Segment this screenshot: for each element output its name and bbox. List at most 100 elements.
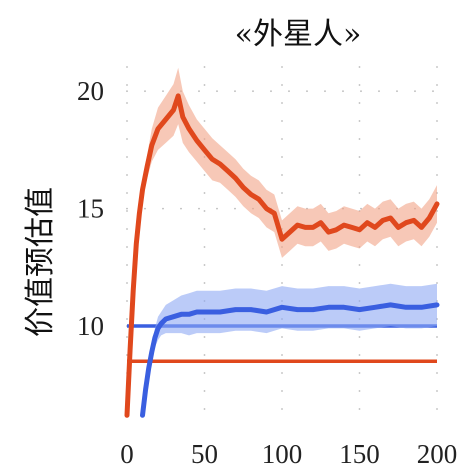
grid-dot bbox=[203, 84, 206, 86]
grid-dot bbox=[281, 354, 283, 356]
grid-dot bbox=[360, 207, 362, 210]
grid-dot bbox=[203, 246, 206, 248]
grid-dot bbox=[126, 336, 128, 338]
grid-dot bbox=[358, 390, 361, 392]
grid-dot bbox=[203, 408, 206, 410]
grid-dot bbox=[436, 264, 438, 266]
grid-dot bbox=[306, 90, 308, 93]
grid-dot bbox=[126, 300, 128, 302]
grid-dot bbox=[288, 207, 290, 210]
grid-dot bbox=[203, 102, 206, 104]
series-line-1 bbox=[124, 93, 440, 418]
grid-dot bbox=[144, 207, 146, 210]
grid-dot bbox=[126, 246, 128, 248]
grid-dot bbox=[358, 408, 361, 410]
grid-dot bbox=[358, 66, 361, 68]
grid-dot bbox=[324, 90, 326, 93]
grid-dot bbox=[198, 207, 200, 210]
grid-dot bbox=[281, 138, 283, 140]
grid-dot bbox=[358, 264, 361, 266]
grid-dot bbox=[358, 192, 361, 194]
grid-dot bbox=[436, 84, 438, 86]
grid-dot bbox=[198, 90, 200, 93]
x-tick-label: 100 bbox=[262, 439, 303, 469]
grid-dot bbox=[126, 318, 128, 320]
grid-dot bbox=[281, 102, 283, 104]
grid-dot bbox=[281, 174, 283, 176]
grid-dot bbox=[436, 354, 438, 356]
grid-dot bbox=[144, 90, 146, 93]
grid-dot bbox=[126, 174, 128, 176]
y-tick-label: 10 bbox=[77, 311, 104, 341]
grid-dot bbox=[281, 390, 283, 392]
grid-dot bbox=[281, 120, 283, 122]
grid-dot bbox=[358, 102, 361, 104]
grid-dot bbox=[203, 390, 206, 392]
series-line-2 bbox=[140, 302, 440, 418]
grid-dot bbox=[203, 210, 206, 212]
grid-dot bbox=[281, 336, 283, 338]
grid-dot bbox=[162, 90, 164, 93]
grid-dot bbox=[436, 156, 438, 158]
grid-dot bbox=[126, 156, 128, 158]
grid-dot bbox=[203, 120, 206, 122]
grid-dot bbox=[358, 282, 361, 284]
grid-dot bbox=[216, 90, 218, 93]
grid-dot bbox=[358, 138, 361, 140]
grid-dot bbox=[281, 84, 283, 86]
grid-dot bbox=[436, 390, 438, 392]
grid-dot bbox=[203, 354, 206, 356]
ticks: 0 50 100 150 200 10 15 20 bbox=[77, 76, 457, 469]
x-tick-label: 50 bbox=[191, 439, 218, 469]
grid-dot bbox=[288, 90, 290, 93]
grid-dot bbox=[281, 210, 283, 212]
grid-dot bbox=[414, 90, 416, 93]
chart-title: «外星人» bbox=[235, 17, 362, 52]
grid-dot bbox=[436, 282, 438, 284]
grid-dot bbox=[203, 66, 206, 68]
grid-dot bbox=[234, 90, 236, 93]
grid-dot bbox=[281, 156, 283, 158]
y-tick-label: 20 bbox=[77, 76, 104, 106]
grid-dot bbox=[203, 264, 206, 266]
grid-dot bbox=[162, 207, 164, 210]
grid-dot bbox=[126, 84, 128, 86]
grid-dot bbox=[126, 138, 128, 140]
grid-dot bbox=[126, 210, 128, 212]
grid-dot bbox=[342, 90, 344, 93]
x-tick-label: 0 bbox=[120, 439, 134, 469]
grid-dot bbox=[203, 192, 206, 194]
grid-dot bbox=[436, 372, 438, 374]
grid-dot bbox=[436, 246, 438, 248]
grid-dot bbox=[436, 102, 438, 104]
grid-dot bbox=[436, 336, 438, 338]
grid-dot bbox=[396, 90, 398, 93]
grid-dot bbox=[281, 282, 283, 284]
grid-dot bbox=[436, 138, 438, 140]
grid-dot bbox=[358, 372, 361, 374]
grid-dot bbox=[358, 174, 361, 176]
grid-dot bbox=[126, 66, 128, 68]
grid-dot bbox=[436, 408, 438, 410]
grid-dot bbox=[216, 207, 218, 210]
grid-dot bbox=[203, 174, 206, 176]
grid-dot bbox=[358, 336, 361, 338]
grid-dot bbox=[126, 207, 128, 210]
grid-dot bbox=[358, 354, 361, 356]
grid-dot bbox=[203, 336, 206, 338]
grid-dot bbox=[358, 84, 361, 86]
grid-dot bbox=[360, 90, 362, 93]
grid-dot bbox=[281, 372, 283, 374]
grid-dot bbox=[203, 228, 206, 230]
grid-dot bbox=[281, 264, 283, 266]
series-band-2 bbox=[142, 283, 437, 416]
grid-dot bbox=[436, 120, 438, 122]
grid-dot bbox=[126, 264, 128, 266]
grid-dot bbox=[281, 192, 283, 194]
grid-dot bbox=[180, 207, 182, 210]
grid-dot bbox=[126, 192, 128, 194]
grid-dot bbox=[126, 228, 128, 230]
grid-dot bbox=[234, 207, 236, 210]
grid-dot bbox=[436, 66, 438, 68]
